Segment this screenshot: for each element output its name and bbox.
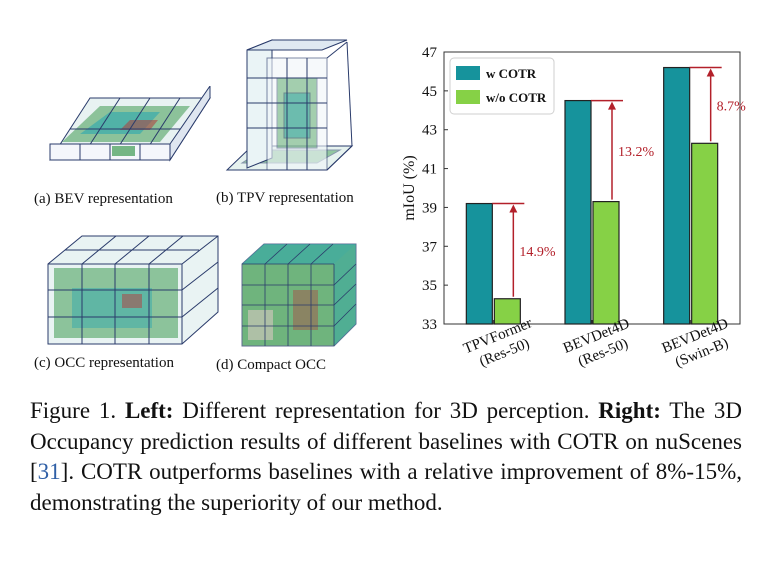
- legend-label: w/o COTR: [486, 90, 547, 105]
- caption-left-label: Left:: [124, 398, 174, 423]
- bar-w-cotr: [564, 99, 592, 325]
- panel-caption-a: (a) BEV representation: [34, 191, 173, 207]
- y-axis-label: mIoU (%): [401, 155, 418, 220]
- caption-prefix: Figure 1.: [30, 398, 125, 423]
- bar-wo-cotr: [691, 142, 719, 325]
- y-tick-label: 35: [422, 278, 437, 294]
- improvement-label: 8.7%: [717, 99, 747, 114]
- bar-w-cotr: [663, 66, 691, 325]
- y-tick-label: 33: [422, 317, 437, 333]
- bar-wo-cotr: [592, 201, 620, 325]
- y-tick-label: 45: [422, 84, 437, 100]
- figure-1: (a) BEV representation: [34, 30, 752, 400]
- arrow-head: [608, 101, 616, 110]
- bar-w-cotr: [465, 202, 493, 325]
- citation-link[interactable]: 31: [37, 459, 61, 484]
- panel-caption-c: (c) OCC representation: [34, 355, 174, 371]
- y-tick-label: 39: [422, 200, 437, 216]
- y-tick-label: 41: [422, 162, 437, 178]
- legend-label: w COTR: [486, 66, 537, 81]
- miou-bar-chart: 33 35 37 39 41 43 45 47 mIoU (%) TPVFormer (Res-50…: [392, 30, 752, 400]
- y-tick-label: 43: [422, 123, 437, 139]
- improvement-label: 13.2%: [618, 145, 655, 160]
- panel-caption-d: (d) Compact OCC: [216, 357, 326, 373]
- y-tick-label: 47: [422, 45, 438, 61]
- legend-swatch: [456, 66, 480, 80]
- caption-right-text-1: The 3D Occupancy prediction results of d…: [30, 398, 742, 484]
- improvement-label: 14.9%: [519, 245, 556, 260]
- caption-right-text-2: ]. COTR outperforms baselines with a rel…: [30, 459, 742, 515]
- bar-wo-cotr: [493, 298, 521, 325]
- caption-right-label: Right:: [598, 398, 661, 423]
- panel-caption-b: (b) TPV representation: [216, 190, 354, 206]
- legend-swatch: [456, 90, 480, 104]
- compact-occ-illustration: [238, 240, 358, 350]
- tpv-illustration: [222, 38, 362, 178]
- arrow-head: [706, 68, 715, 77]
- occ-illustration: [42, 228, 222, 348]
- y-tick-label: 37: [422, 239, 438, 255]
- figure-caption: Figure 1. Left: Different representation…: [30, 396, 742, 518]
- caption-left-text: Different representation for 3D percepti…: [173, 398, 599, 423]
- arrow-head: [509, 204, 518, 213]
- bev-illustration: [40, 86, 220, 166]
